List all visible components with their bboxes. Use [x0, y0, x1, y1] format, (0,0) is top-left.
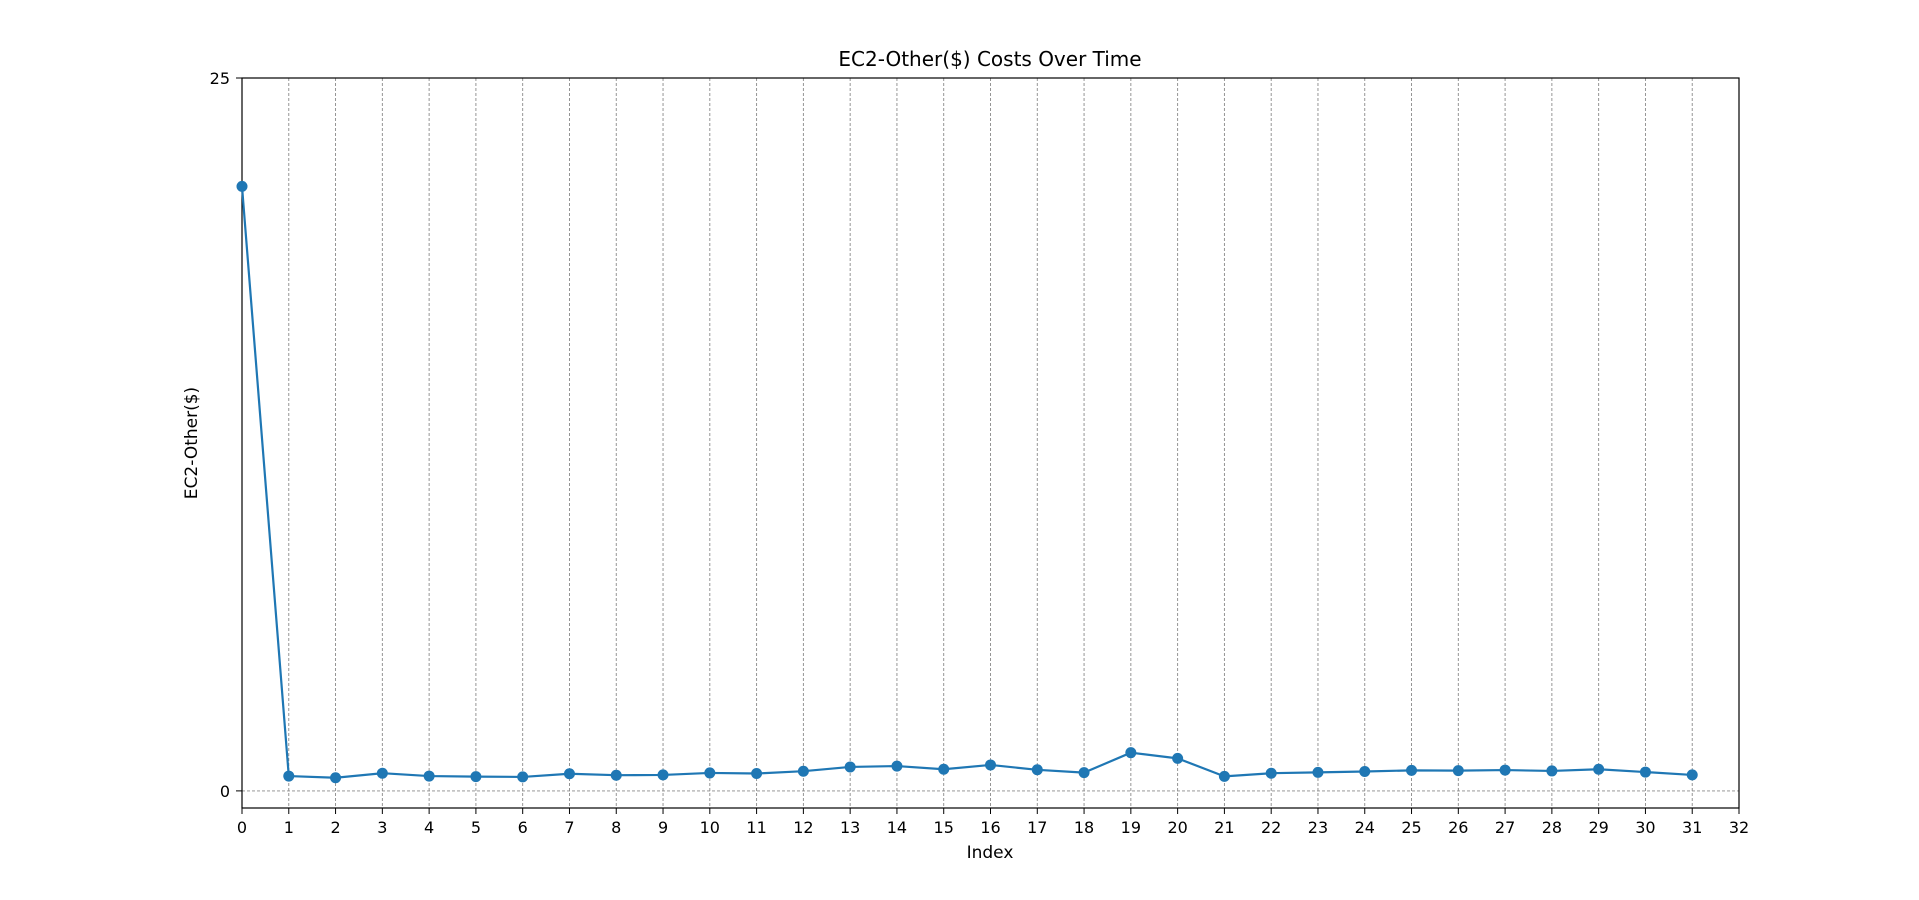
- series-line: [240, 186, 1693, 779]
- data-point: [751, 767, 763, 779]
- data-point: [563, 768, 575, 780]
- data-point: [1218, 770, 1230, 782]
- data-point: [657, 769, 669, 781]
- data-point: [985, 759, 996, 771]
- y-axis-ticks: 0 25: [210, 69, 242, 801]
- x-tick-label: 16: [980, 818, 1000, 837]
- x-tick-label: 7: [564, 818, 574, 837]
- data-point: [1125, 747, 1137, 759]
- x-tick-label: 8: [611, 818, 621, 837]
- x-tick-label: 11: [746, 818, 766, 837]
- data-point: [891, 760, 903, 772]
- grid-lines: [242, 78, 1739, 808]
- data-point: [1406, 764, 1418, 776]
- x-tick-label: 4: [424, 818, 434, 837]
- x-tick-label: 10: [700, 818, 720, 837]
- x-tick-label: 2: [330, 818, 340, 837]
- y-axis-label: EC2-Other($): [182, 387, 202, 499]
- x-tick-label: 0: [237, 818, 247, 837]
- x-tick-label: 18: [1074, 818, 1094, 837]
- x-tick-label: 5: [471, 818, 481, 837]
- y-tick-label: 25: [210, 69, 230, 88]
- x-tick-label: 14: [887, 818, 907, 837]
- data-point: [283, 770, 295, 782]
- x-tick-label: 17: [1027, 818, 1047, 837]
- x-tick-label: 25: [1401, 818, 1421, 837]
- data-point: [1312, 766, 1324, 778]
- x-tick-label: 28: [1542, 818, 1562, 837]
- x-tick-label: 15: [934, 818, 954, 837]
- y-tick-label: 0: [220, 782, 230, 801]
- x-tick-label: 27: [1495, 818, 1515, 837]
- data-point: [1639, 766, 1651, 778]
- x-axis-label: Index: [967, 843, 1014, 863]
- data-point: [517, 771, 529, 783]
- chart-title: EC2-Other($) Costs Over Time: [838, 47, 1141, 71]
- data-point: [236, 180, 248, 192]
- x-tick-label: 31: [1682, 818, 1702, 837]
- data-point: [1265, 767, 1277, 779]
- data-point: [1172, 752, 1184, 764]
- data-point: [1546, 765, 1558, 777]
- data-points: [236, 180, 1698, 784]
- x-tick-label: 23: [1308, 818, 1328, 837]
- x-tick-label: 24: [1355, 818, 1375, 837]
- x-tick-label: 29: [1588, 818, 1608, 837]
- x-tick-label: 21: [1214, 818, 1234, 837]
- data-point: [1452, 765, 1464, 777]
- x-tick-label: 30: [1635, 818, 1655, 837]
- x-axis-ticks: 0 1 2 3 4 5 6 7 8 9 10 11 12 13 14 15 16 17 18 19 20 21 22 23 24…: [237, 808, 1749, 837]
- data-point: [1686, 769, 1698, 781]
- x-tick-label: 1: [284, 818, 294, 837]
- data-point: [1078, 767, 1090, 779]
- x-tick-label: 22: [1261, 818, 1281, 837]
- data-point: [797, 765, 809, 777]
- x-tick-label: 26: [1448, 818, 1468, 837]
- data-point: [423, 770, 435, 782]
- data-point: [844, 761, 856, 773]
- data-point: [704, 767, 716, 779]
- data-point: [1593, 763, 1605, 775]
- x-tick-label: 3: [377, 818, 387, 837]
- x-tick-label: 9: [658, 818, 668, 837]
- data-point: [1031, 764, 1043, 776]
- data-point: [376, 767, 388, 779]
- data-point: [1359, 766, 1371, 777]
- data-point: [610, 769, 622, 781]
- x-tick-label: 13: [840, 818, 860, 837]
- data-point: [330, 772, 342, 784]
- x-tick-label: 20: [1167, 818, 1187, 837]
- data-point: [1499, 764, 1511, 776]
- x-tick-label: 32: [1729, 818, 1749, 837]
- data-point: [470, 771, 482, 783]
- x-tick-label: 19: [1121, 818, 1141, 837]
- x-tick-label: 12: [793, 818, 813, 837]
- data-point: [938, 763, 950, 775]
- x-tick-label: 6: [518, 818, 528, 837]
